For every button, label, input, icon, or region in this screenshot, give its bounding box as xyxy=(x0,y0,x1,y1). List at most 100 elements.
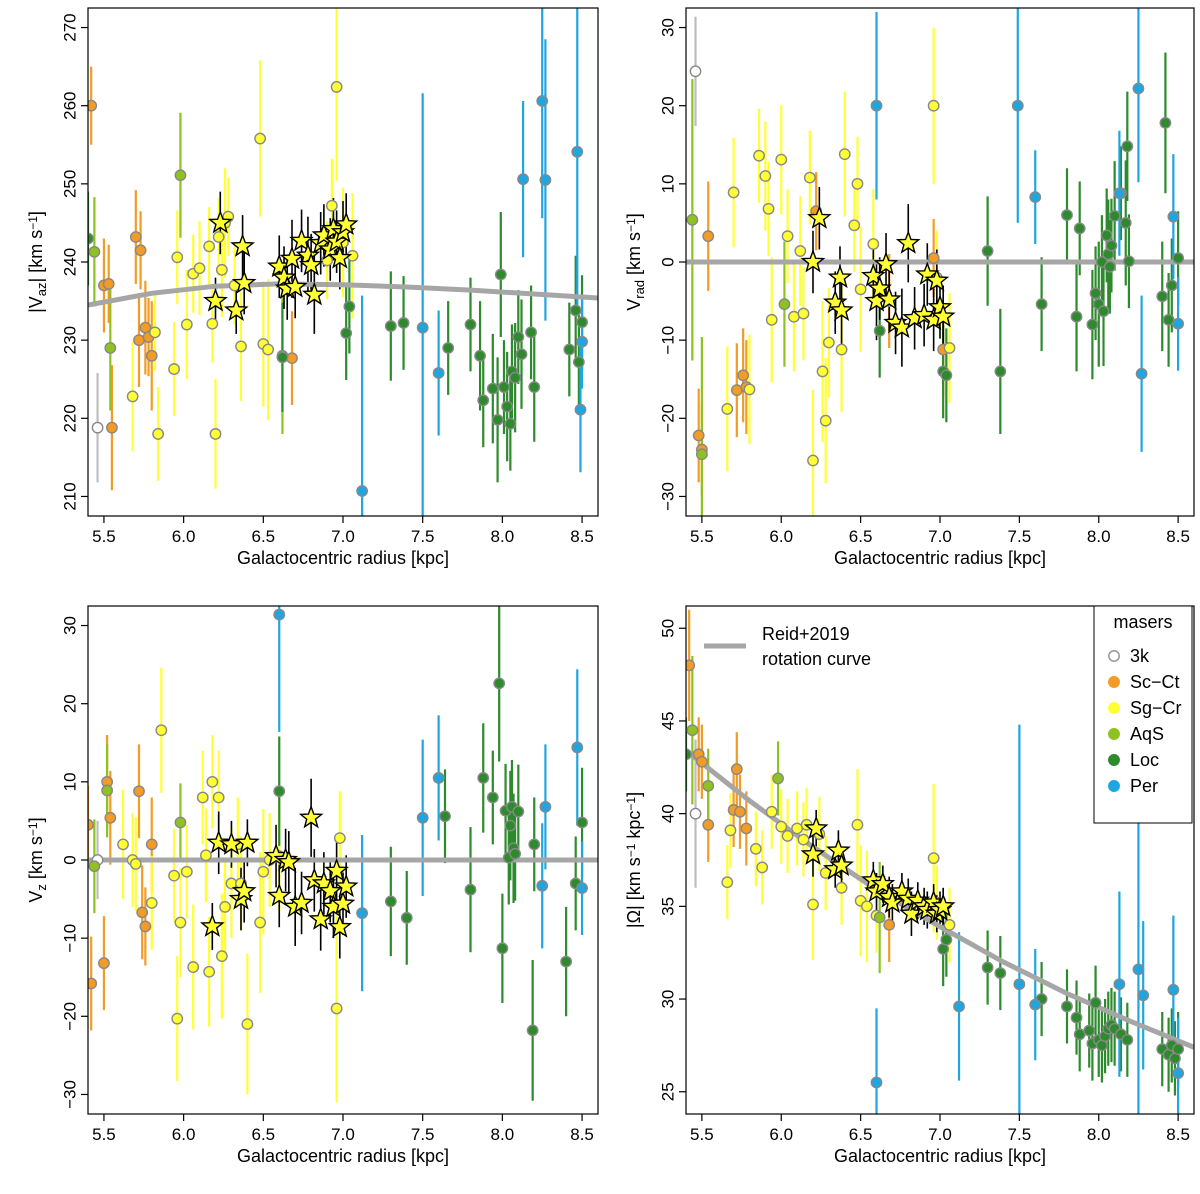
maser-point-loc xyxy=(464,883,477,896)
maser-point-sg-cr xyxy=(781,829,794,842)
maser-point-sg-cr xyxy=(200,849,212,862)
star-marker xyxy=(895,230,921,254)
maser-point-aqs xyxy=(778,298,791,311)
maser-point-loc xyxy=(343,300,356,313)
maser-point-loc xyxy=(526,1024,539,1037)
maser-point-sg-cr xyxy=(851,177,864,190)
maser-point-loc xyxy=(1159,116,1172,129)
star-marker xyxy=(930,303,956,328)
maser-point-loc xyxy=(509,847,522,860)
y-tick-label: 25 xyxy=(659,1082,678,1101)
y-tick-label: 30 xyxy=(659,18,678,37)
maser-point-loc xyxy=(1061,209,1073,222)
maser-point-loc xyxy=(273,785,286,798)
maser-point-loc xyxy=(569,304,582,317)
maser-point-aqs xyxy=(702,779,715,792)
maser-point-sg-cr xyxy=(753,149,765,162)
maser-point-loc xyxy=(384,320,397,332)
maser-point-sg-cr xyxy=(254,132,267,145)
star-marker xyxy=(807,205,832,229)
maser-point-per xyxy=(356,485,369,497)
panel-bottom-right: 5.5 6.0 6.5 7.0 7.5 8.0 8.5 25 30 35 40 45 50 Galacto… xyxy=(624,605,1195,1166)
y-tick-label: 50 xyxy=(659,619,678,638)
star-marker xyxy=(800,248,826,273)
maser-point-loc xyxy=(498,381,510,393)
y-tick-label: −30 xyxy=(61,1080,80,1109)
legend-marker-sc-ct xyxy=(1108,676,1120,688)
y-tick-label: 10 xyxy=(659,174,678,193)
maser-point-sg-cr xyxy=(171,251,184,264)
maser-point-per xyxy=(574,403,587,416)
y-tick-label: 240 xyxy=(61,248,80,276)
maser-point-sg-cr xyxy=(775,820,788,833)
star-marker xyxy=(914,261,940,286)
maser-point-sg-cr xyxy=(816,365,829,378)
maser-point-aqs xyxy=(695,448,708,461)
star-marker xyxy=(803,815,829,840)
maser-point-sc-ct xyxy=(133,334,145,347)
maser-point-loc xyxy=(439,810,451,823)
star-marker xyxy=(873,251,899,275)
maser-point-sc-ct xyxy=(740,822,753,835)
maser-point-sg-cr xyxy=(152,428,165,440)
maser-point-sg-cr xyxy=(854,283,867,296)
x-tick-label: 8.0 xyxy=(1087,1125,1111,1144)
maser-point-per xyxy=(1113,978,1126,991)
star-marker xyxy=(333,211,359,236)
maser-point-loc xyxy=(477,394,490,407)
maser-point-loc xyxy=(981,961,994,974)
star-marker xyxy=(206,829,232,854)
maser-point-loc xyxy=(1121,1033,1134,1046)
maser-point-per xyxy=(1172,1067,1185,1080)
y-tick-label: −10 xyxy=(659,326,678,355)
star-marker xyxy=(266,883,292,907)
maser-point-sg-cr xyxy=(724,824,737,837)
y-tick-label: −30 xyxy=(659,482,678,511)
maser-point-sc-ct xyxy=(883,918,896,931)
star-marker xyxy=(330,890,356,915)
maser-point-sg-cr xyxy=(749,842,762,855)
maser-point-sg-cr xyxy=(203,965,216,978)
star-marker xyxy=(223,297,249,322)
x-tick-label: 6.5 xyxy=(849,1125,873,1144)
maser-point-sc-ct xyxy=(692,429,705,442)
maser-point-loc xyxy=(496,942,509,955)
maser-point-aqs xyxy=(104,342,117,354)
maser-point-per xyxy=(1029,998,1042,1011)
maser-point-per xyxy=(416,321,429,334)
maser-point-sc-ct xyxy=(139,920,152,933)
maser-point-sg-cr xyxy=(212,791,225,804)
maser-point-sc-ct xyxy=(106,421,118,434)
star-marker xyxy=(317,878,343,902)
maser-point-sc-ct xyxy=(286,352,298,365)
x-tick-label: 6.0 xyxy=(769,527,793,546)
maser-point-sg-cr xyxy=(257,865,270,878)
maser-point-sc-ct xyxy=(702,230,715,243)
maser-point-loc xyxy=(994,365,1007,378)
maser-point-sg-cr xyxy=(927,99,940,112)
maser-point-3k xyxy=(689,807,702,820)
star-marker xyxy=(876,286,902,311)
maser-point-loc xyxy=(560,955,573,968)
maser-point-sc-ct xyxy=(145,838,158,851)
maser-point-loc xyxy=(1103,260,1116,273)
y-axis-title: Vrad [km s−1] xyxy=(624,213,647,311)
maser-point-per xyxy=(536,879,549,892)
maser-point-sc-ct xyxy=(145,349,158,362)
x-axis-title: Galactocentric radius [kpc] xyxy=(237,1146,449,1166)
maser-point-sg-cr xyxy=(241,1018,254,1031)
x-tick-label: 5.5 xyxy=(92,527,116,546)
legend-title: masers xyxy=(1113,612,1172,632)
star-marker xyxy=(308,906,334,930)
x-tick-label: 6.5 xyxy=(251,527,275,546)
maser-point-sc-ct xyxy=(730,763,743,776)
maser-point-sg-cr xyxy=(235,340,247,353)
y-tick-label: 0 xyxy=(61,855,80,864)
y-axis-title: |Vaz| [km s−1] xyxy=(26,211,49,313)
legend-marker-loc xyxy=(1108,754,1120,766)
x-tick-label: 7.0 xyxy=(331,1125,355,1144)
maser-point-loc xyxy=(940,933,953,946)
maser-point-loc xyxy=(1083,1024,1096,1037)
legend-label-3k: 3k xyxy=(1130,646,1150,666)
x-tick-label: 8.0 xyxy=(491,1125,515,1144)
